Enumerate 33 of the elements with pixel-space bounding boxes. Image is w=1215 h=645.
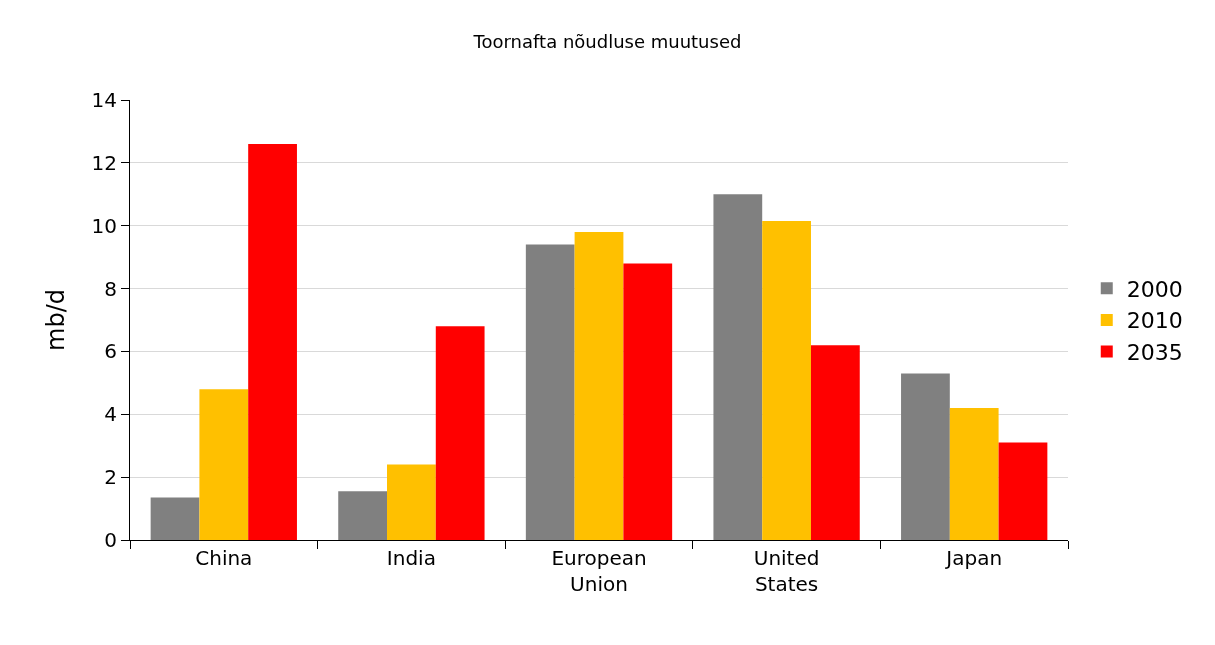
y-tick-label: 4 <box>104 402 117 427</box>
y-tick-label: 10 <box>91 213 117 238</box>
bar <box>338 491 388 540</box>
bar <box>525 244 575 540</box>
x-tick-label: India <box>386 546 436 570</box>
legend-label: 2035 <box>1126 340 1183 366</box>
bar <box>901 373 950 540</box>
bar <box>574 232 624 540</box>
y-tick-label: 12 <box>91 150 117 175</box>
bar <box>713 194 763 540</box>
x-tick-label: Japan <box>944 546 1003 570</box>
bar <box>435 326 485 540</box>
x-tick-label: European Union <box>551 546 647 596</box>
y-tick-label: 14 <box>91 88 117 112</box>
y-axis-title: mb/d <box>41 289 70 351</box>
bar <box>998 442 1048 540</box>
x-tick-label: United States <box>753 546 820 596</box>
x-tick-label: China <box>195 546 253 570</box>
chart-title: Toornafta nõudluse muutused <box>472 31 742 53</box>
y-tick-label: 2 <box>104 465 117 490</box>
bar <box>810 345 860 540</box>
bar <box>762 221 811 540</box>
bar <box>199 389 249 540</box>
y-tick-label: 0 <box>104 528 117 552</box>
bar <box>387 464 436 540</box>
legend-label: 2000 <box>1126 276 1183 302</box>
bar <box>248 144 297 540</box>
bar <box>150 497 200 540</box>
bar <box>949 408 999 540</box>
legend-label: 2010 <box>1126 308 1183 334</box>
y-tick-label: 8 <box>104 276 117 301</box>
bar <box>623 263 673 540</box>
y-tick-label: 6 <box>104 339 117 364</box>
